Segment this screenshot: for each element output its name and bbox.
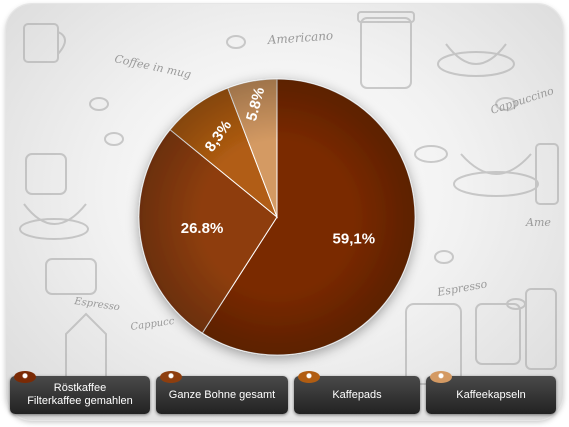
doodle-word-2: Americano	[266, 28, 333, 47]
doodle-word-6: Ame	[525, 216, 551, 229]
legend-label: Ganze Bohne gesamt	[168, 388, 276, 401]
legend-item-roestkaffee[interactable]: Röstkaffee Filterkaffee gemahlen	[10, 371, 150, 414]
coffee-doodle-background: Coffee in mug Americano Cappuccino Espre…	[19, 11, 559, 395]
slice-value-label-1: 59,1%	[333, 231, 376, 248]
chart-frame: Coffee in mug Americano Cappuccino Espre…	[6, 4, 563, 420]
coffee-bean-icon	[14, 371, 36, 383]
legend-item-kaffeekapseln[interactable]: Kaffeekapseln	[426, 371, 556, 414]
coffee-bean-icon	[160, 371, 182, 383]
pie-shading	[139, 79, 415, 355]
legend-item-kaffepads[interactable]: Kaffepads	[294, 371, 420, 414]
legend-label: Kaffepads	[332, 388, 382, 401]
legend: Röstkaffee Filterkaffee gemahlen Ganze B…	[6, 371, 563, 420]
pie-chart: 59,1%26.8%8,3%5.8%	[138, 78, 416, 356]
legend-item-ganze-bohne[interactable]: Ganze Bohne gesamt	[156, 371, 288, 414]
slice-value-label-2: 26.8%	[181, 220, 224, 237]
coffee-bean-icon	[430, 371, 452, 383]
legend-label: Kaffeekapseln	[456, 388, 526, 401]
coffee-bean-icon	[298, 371, 320, 383]
legend-label: Röstkaffee Filterkaffee gemahlen	[21, 382, 139, 408]
legend-label-line1: Röstkaffee	[53, 382, 107, 394]
legend-label-line2: Filterkaffee gemahlen	[27, 395, 133, 407]
